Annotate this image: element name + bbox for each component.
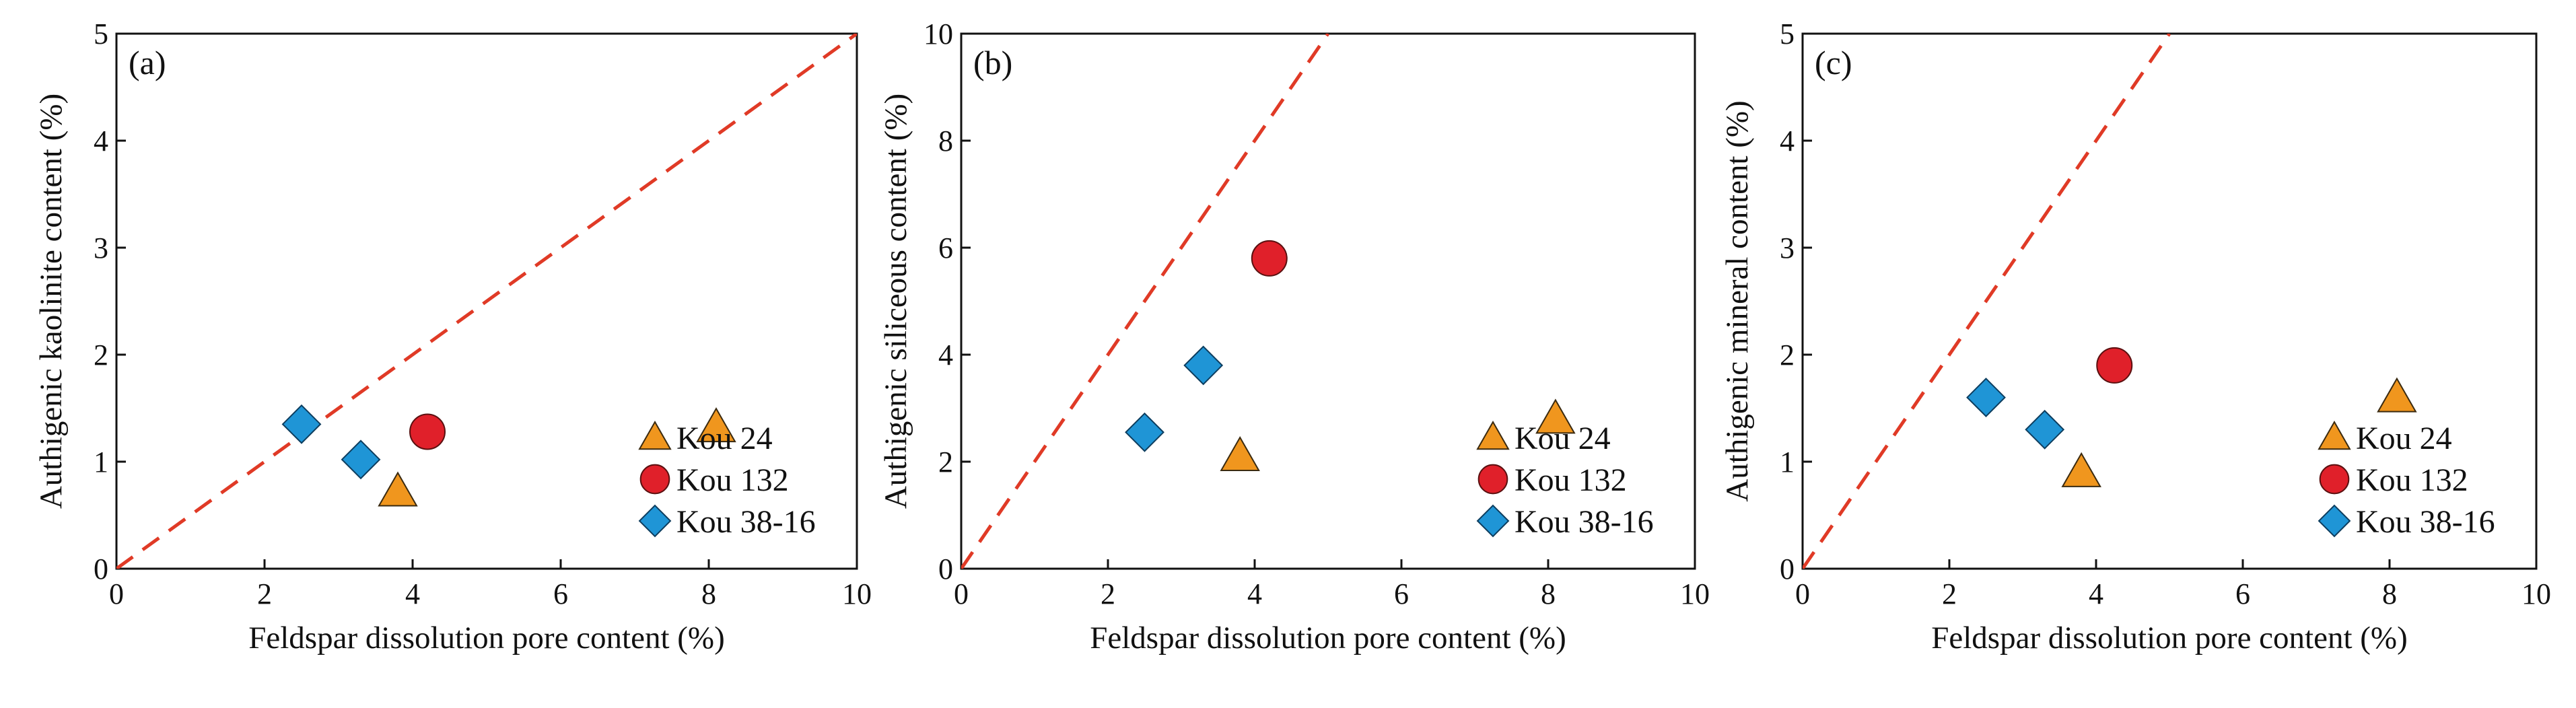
- reference-line: [961, 34, 1330, 569]
- legend: Kou 24 Kou 132 Kou 38-16: [2318, 421, 2495, 540]
- x-tick-label: 6: [553, 577, 568, 610]
- legend-marker-triangle: [2318, 421, 2351, 450]
- y-tick-label: 5: [1780, 17, 1795, 50]
- data-point-diamond: [341, 439, 381, 480]
- y-tick-label: 2: [938, 446, 953, 479]
- reference-line: [116, 34, 857, 569]
- legend-label: Kou 132: [1515, 462, 1627, 498]
- x-tick-label: 8: [2382, 577, 2397, 610]
- y-tick-label: 1: [1780, 446, 1795, 479]
- panel-label: (c): [1815, 44, 1852, 81]
- y-tick-label: 4: [1780, 125, 1795, 157]
- data-point-triangle: [1220, 436, 1260, 472]
- x-tick-label: 4: [405, 577, 420, 610]
- legend-label: Kou 24: [1515, 421, 1611, 456]
- x-tick-label: 10: [1680, 577, 1710, 610]
- data-point-diamond: [281, 404, 322, 444]
- y-tick-label: 4: [94, 125, 108, 157]
- chart-panel-a: 0 2 4 6 8 10 0 1 2 3 4 5 (a) Feldspar dissolution por…: [34, 17, 872, 656]
- legend-label: Kou 24: [2356, 421, 2452, 456]
- x-tick-label: 0: [954, 577, 969, 610]
- legend-label: Kou 132: [676, 462, 789, 498]
- y-tick-label: 8: [938, 125, 953, 157]
- data-point-triangle: [2377, 377, 2417, 413]
- y-axis-label: Authigenic kaolinite content (%): [34, 94, 69, 509]
- legend-label: Kou 38-16: [1515, 504, 1654, 540]
- legend-marker-circle: [639, 464, 670, 495]
- legend-label: Kou 24: [676, 421, 773, 456]
- y-tick-label: 0: [94, 553, 108, 586]
- y-tick-label: 10: [924, 17, 953, 50]
- legend-marker-triangle: [1476, 421, 1510, 450]
- chart-panel-b: 0 2 4 6 8 10 0 2 4 6 8 10 (b) Feldspar dissolution po…: [878, 17, 1710, 656]
- y-tick-label: 6: [938, 232, 953, 264]
- panel-label: (b): [973, 44, 1012, 81]
- y-tick-label: 1: [94, 446, 108, 479]
- x-tick-label: 2: [1942, 577, 1957, 610]
- legend-marker-diamond: [638, 504, 672, 538]
- data-point-diamond: [2025, 409, 2065, 450]
- legend-marker-triangle: [638, 421, 672, 450]
- x-tick-label: 0: [1795, 577, 1810, 610]
- y-tick-label: 0: [1780, 553, 1795, 586]
- x-tick-label: 4: [2089, 577, 2103, 610]
- chart-panel-c: 0 2 4 6 8 10 0 1 2 3 4 5 (c) Feldspar dissolution por…: [1720, 17, 2551, 656]
- legend-marker-circle: [1477, 464, 1508, 495]
- data-point-circle: [1251, 240, 1288, 277]
- reference-line: [1803, 34, 2171, 569]
- x-tick-label: 8: [701, 577, 716, 610]
- x-axis-label: Feldspar dissolution pore content (%): [1090, 621, 1566, 656]
- legend-marker-circle: [2319, 464, 2350, 495]
- legend-label: Kou 38-16: [2356, 504, 2495, 540]
- data-point-circle: [2096, 347, 2133, 384]
- y-tick-label: 5: [94, 17, 108, 50]
- x-axis-label: Feldspar dissolution pore content (%): [248, 621, 724, 656]
- data-point-diamond: [1966, 378, 2006, 418]
- x-tick-label: 8: [1541, 577, 1556, 610]
- panel-label: (a): [129, 44, 166, 81]
- x-tick-label: 2: [1101, 577, 1115, 610]
- data-point-triangle: [2061, 452, 2101, 487]
- data-point-triangle: [378, 471, 418, 507]
- x-tick-label: 4: [1247, 577, 1262, 610]
- y-tick-label: 3: [94, 232, 108, 264]
- data-point-triangle: [1535, 398, 1576, 434]
- data-point-triangle: [696, 407, 736, 443]
- y-tick-label: 3: [1780, 232, 1795, 264]
- legend-label: Kou 132: [2356, 462, 2468, 498]
- x-tick-label: 6: [2235, 577, 2250, 610]
- legend-marker-diamond: [2318, 504, 2351, 538]
- legend: Kou 24 Kou 132 Kou 38-16: [638, 421, 816, 540]
- data-point-diamond: [1183, 345, 1224, 386]
- y-tick-label: 2: [1780, 339, 1795, 371]
- y-tick-label: 2: [94, 339, 108, 371]
- plot-frame: [960, 32, 1696, 570]
- data-point-circle: [409, 413, 446, 450]
- data-point-diamond: [1125, 412, 1164, 452]
- y-tick-label: 4: [938, 339, 953, 371]
- x-tick-label: 0: [109, 577, 124, 610]
- x-tick-label: 10: [842, 577, 872, 610]
- x-axis-label: Feldspar dissolution pore content (%): [1931, 621, 2407, 656]
- plot-frame: [1801, 32, 2538, 570]
- legend-marker-diamond: [1476, 504, 1510, 538]
- y-axis-label: Authigenic mineral content (%): [1720, 100, 1755, 501]
- x-tick-label: 2: [257, 577, 272, 610]
- x-tick-label: 10: [2521, 577, 2551, 610]
- y-tick-label: 0: [938, 553, 953, 586]
- x-tick-label: 6: [1394, 577, 1409, 610]
- plot-frame: [115, 32, 858, 570]
- legend: Kou 24 Kou 132 Kou 38-16: [1476, 421, 1654, 540]
- legend-label: Kou 38-16: [676, 504, 816, 540]
- y-axis-label: Authigenic siliceous content (%): [878, 94, 913, 509]
